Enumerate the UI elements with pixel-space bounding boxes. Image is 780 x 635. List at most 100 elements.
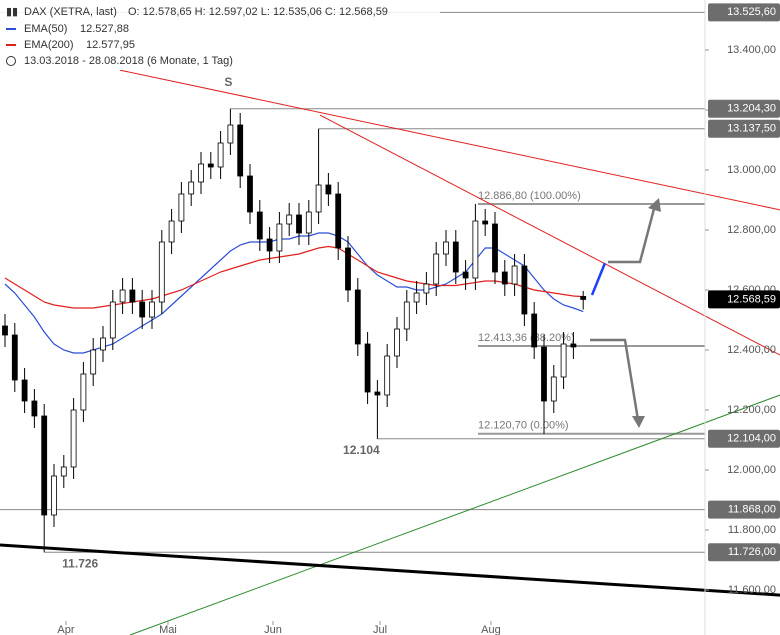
candle-body	[472, 220, 479, 279]
candle-body	[2, 325, 8, 336]
lines: 12.886,80 (100.00%) 12.413,36 (38.20%) 12.…	[0, 11, 780, 635]
ema-line	[4, 245, 584, 309]
candle-body	[158, 241, 165, 303]
level-label: 12.104,00	[727, 433, 776, 445]
candle-body	[550, 376, 557, 402]
candle-body	[129, 289, 136, 303]
candle-body	[364, 343, 371, 393]
symbol: DAX (XETRA, last)	[24, 6, 117, 18]
candle-body	[139, 301, 146, 318]
candle-body	[276, 223, 283, 252]
candle-body	[198, 163, 204, 183]
fib-label: 12.120,70 (0.00%)	[478, 420, 569, 432]
legend: ▮▮ DAX (XETRA, last) O: 12.578,65 H: 12.…	[0, 0, 440, 70]
candle-body	[247, 175, 253, 213]
arrow-head	[648, 198, 661, 212]
candle-body	[433, 253, 440, 285]
candle-body	[394, 328, 400, 357]
candle-body	[492, 223, 498, 273]
candle-body	[570, 343, 577, 348]
fib-label: 12.886,80 (100.00%)	[478, 190, 581, 202]
candle-body	[315, 184, 322, 213]
y-tick-label: 12.400,00	[727, 344, 776, 356]
trendline	[0, 543, 780, 597]
candle-body	[168, 220, 175, 243]
clock-icon	[6, 56, 16, 66]
ohlc: O: 12.578,65 H: 12.597,02 L: 12.535,06 C…	[128, 6, 388, 18]
candle-body	[51, 475, 57, 516]
level-label: 13.204,30	[727, 103, 776, 115]
candle-body	[482, 220, 489, 225]
candle-body	[70, 409, 77, 468]
candle-body	[60, 466, 67, 477]
candle-body	[541, 346, 547, 402]
candle-body	[31, 400, 38, 417]
x-tick-label: Aug	[481, 624, 501, 635]
candle-body	[119, 289, 126, 303]
trendline	[319, 114, 780, 356]
marks	[2, 108, 587, 553]
candle-body	[237, 124, 244, 177]
annotation: 11.726	[62, 556, 98, 570]
candle-body	[256, 211, 263, 240]
annotation: S	[224, 75, 232, 89]
level-label: 11.726,00	[728, 546, 776, 558]
candle-body	[266, 238, 273, 252]
y-tick-label: 13.400,00	[727, 44, 776, 56]
x-tick-label: Jun	[264, 624, 282, 635]
candle-body	[403, 301, 410, 330]
y-tick-label: 12.200,00	[727, 404, 776, 416]
candle-body	[11, 334, 18, 381]
candle-body	[560, 343, 567, 378]
candle-body	[384, 355, 391, 396]
candle-body	[217, 142, 224, 168]
last-price-label: 12.568,59	[727, 293, 776, 305]
candle-body	[305, 211, 312, 234]
candle-body	[452, 241, 459, 273]
trendline	[119, 69, 780, 211]
arrow-up	[608, 204, 657, 264]
candle-body	[296, 214, 302, 234]
y-tick-label: 11.800,00	[728, 524, 776, 536]
candle-body	[90, 349, 97, 375]
candle-body	[521, 265, 528, 315]
candle-body	[21, 379, 28, 402]
candle-body	[462, 271, 469, 279]
candle-body	[531, 313, 538, 348]
level-box	[708, 3, 780, 22]
level-box	[708, 119, 780, 138]
last-price-box	[708, 290, 780, 309]
level-box	[708, 99, 780, 118]
candle-body	[354, 289, 361, 345]
legend-value: 12.577,95	[86, 39, 135, 51]
candle-body	[325, 184, 332, 195]
fib-label: 12.413,36 (38.20%)	[478, 332, 575, 344]
candle-body	[100, 337, 106, 351]
arrow-head	[632, 416, 645, 428]
candle-body	[511, 265, 518, 285]
candle-body	[207, 163, 214, 168]
trendline	[129, 394, 780, 635]
y-tick-label: 11.600,00	[728, 584, 776, 596]
level-label: 13.525,60	[727, 6, 776, 18]
candle-body	[286, 214, 293, 225]
candle-body	[335, 193, 342, 249]
candle-body	[178, 193, 185, 222]
legend-value: 12.527,88	[80, 23, 129, 35]
legend-bg	[0, 0, 440, 70]
y-tick-label: 13.000,00	[727, 164, 776, 176]
projection	[590, 262, 607, 296]
candle-body	[149, 301, 155, 318]
legend-name: EMA(200)	[24, 39, 74, 51]
candle-body	[423, 283, 430, 294]
axis: 13.400,0013.200,0013.000,0012.800,0012.6…	[57, 0, 780, 635]
candle-body	[374, 391, 381, 396]
candle-body	[501, 271, 508, 285]
level-box	[708, 543, 780, 562]
x-tick-label: Apr	[57, 624, 74, 635]
candle-body	[188, 181, 195, 195]
level-label: 11.868,00	[728, 504, 776, 516]
y-tick-label: 12.800,00	[727, 224, 776, 236]
level-label: 13.137,50	[727, 123, 776, 135]
candle-body	[109, 301, 116, 339]
